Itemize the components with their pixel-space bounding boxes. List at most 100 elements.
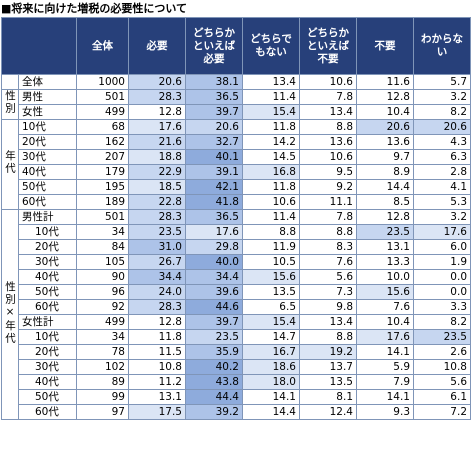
percent-cell: 17.5 <box>128 404 186 420</box>
percent-cell: 18.0 <box>242 374 300 390</box>
percent-cell: 6.1 <box>413 389 471 405</box>
row-label: 60代 <box>18 299 77 315</box>
percent-cell: 10.8 <box>128 359 186 375</box>
percent-cell: 13.5 <box>242 284 300 300</box>
percent-cell: 14.7 <box>242 329 300 345</box>
percent-cell: 7.8 <box>299 89 357 105</box>
row-label: 40代 <box>18 374 77 390</box>
percent-cell: 5.7 <box>413 74 471 90</box>
count-cell: 99 <box>76 389 129 405</box>
count-cell: 34 <box>76 224 129 240</box>
percent-cell: 13.4 <box>242 74 300 90</box>
percent-cell: 5.6 <box>299 269 357 285</box>
count-cell: 1000 <box>76 74 129 90</box>
data-row: 60代 92 28.3 44.6 6.5 9.8 7.6 3.3 <box>2 299 471 315</box>
percent-cell: 29.8 <box>185 239 243 255</box>
percent-cell: 22.8 <box>128 194 186 210</box>
percent-cell: 44.6 <box>185 299 243 315</box>
percent-cell: 10.6 <box>299 74 357 90</box>
corner-cell <box>1 17 77 75</box>
percent-cell: 15.4 <box>242 104 300 120</box>
percent-cell: 13.4 <box>299 314 357 330</box>
percent-cell: 12.8 <box>128 314 186 330</box>
percent-cell: 7.9 <box>356 374 414 390</box>
percent-cell: 14.1 <box>356 344 414 360</box>
count-cell: 68 <box>76 119 129 135</box>
percent-cell: 39.7 <box>185 104 243 120</box>
percent-cell: 20.6 <box>185 119 243 135</box>
data-row: 50代 96 24.0 39.6 13.5 7.3 15.6 0.0 <box>2 284 471 300</box>
data-row: 年代 10代 68 17.6 20.6 11.8 8.8 20.6 20.6 <box>1 119 471 210</box>
percent-cell: 8.8 <box>242 224 300 240</box>
header-row: 全体 必要 どちらかといえば必要 どちらでもない どちらかといえば不要 不要 わからない <box>1 17 471 75</box>
count-cell: 179 <box>76 164 129 180</box>
percent-cell: 14.1 <box>356 389 414 405</box>
data-row: 60代 97 17.5 39.2 14.4 12.4 9.3 7.2 <box>2 404 471 420</box>
percent-cell: 11.8 <box>242 119 300 135</box>
percent-cell: 10.6 <box>242 194 300 210</box>
count-cell: 90 <box>76 269 129 285</box>
row-label: 10代 <box>18 119 77 135</box>
percent-cell: 24.0 <box>128 284 186 300</box>
data-row: 40代 89 11.2 43.8 18.0 13.5 7.9 5.6 <box>2 374 471 390</box>
count-cell: 92 <box>76 299 129 315</box>
data-row: 10代 34 11.8 23.5 14.7 8.8 17.6 23.5 <box>2 329 471 345</box>
data-row: 60代 189 22.8 41.8 10.6 11.1 8.5 5.3 <box>2 194 471 210</box>
count-cell: 84 <box>76 239 129 255</box>
percent-cell: 14.2 <box>242 134 300 150</box>
percent-cell: 11.8 <box>242 179 300 195</box>
percent-cell: 13.6 <box>356 134 414 150</box>
percent-cell: 11.5 <box>128 344 186 360</box>
group-label: 性別×年代 <box>4 280 16 345</box>
percent-cell: 8.8 <box>299 119 357 135</box>
percent-cell: 8.3 <box>299 239 357 255</box>
group-cell <box>1 74 19 90</box>
data-row: 10代 34 23.5 17.6 8.8 8.8 23.5 17.6 <box>2 224 471 240</box>
percent-cell: 8.9 <box>356 164 414 180</box>
count-cell: 102 <box>76 359 129 375</box>
percent-cell: 2.8 <box>413 164 471 180</box>
row-label: 20代 <box>18 239 77 255</box>
percent-cell: 15.4 <box>242 314 300 330</box>
percent-cell: 8.8 <box>299 329 357 345</box>
percent-cell: 11.2 <box>128 374 186 390</box>
row-label: 20代 <box>18 134 77 150</box>
percent-cell: 9.2 <box>299 179 357 195</box>
percent-cell: 18.8 <box>128 149 186 165</box>
data-row: 女性 499 12.8 39.7 15.4 13.4 10.4 8.2 <box>2 104 471 120</box>
percent-cell: 16.8 <box>242 164 300 180</box>
percent-cell: 42.1 <box>185 179 243 195</box>
percent-cell: 34.4 <box>128 269 186 285</box>
percent-cell: 11.4 <box>242 209 300 225</box>
row-label: 男性計 <box>18 209 77 225</box>
count-cell: 499 <box>76 314 129 330</box>
percent-cell: 18.5 <box>128 179 186 195</box>
data-row: 40代 90 34.4 34.4 15.6 5.6 10.0 0.0 <box>2 269 471 285</box>
data-row: 女性計 499 12.8 39.7 15.4 13.4 10.4 8.2 <box>2 314 471 330</box>
percent-cell: 8.8 <box>299 224 357 240</box>
group-label: 年代 <box>4 150 16 175</box>
group-label: 性別 <box>4 90 16 116</box>
percent-cell: 16.7 <box>242 344 300 360</box>
table-body: 全体 1000 20.6 38.1 13.4 10.6 11.6 5.7 性別 男性 501 28.3… <box>1 74 471 420</box>
percent-cell: 5.6 <box>413 374 471 390</box>
percent-cell: 6.0 <box>413 239 471 255</box>
percent-cell: 10.4 <box>356 104 414 120</box>
data-row: 20代 84 31.0 29.8 11.9 8.3 13.1 6.0 <box>2 239 471 255</box>
percent-cell: 28.3 <box>128 89 186 105</box>
percent-cell: 20.6 <box>356 119 414 135</box>
row-label: 60代 <box>18 194 77 210</box>
column-header: 必要 <box>128 17 186 75</box>
data-row: 20代 78 11.5 35.9 16.7 19.2 14.1 2.6 <box>2 344 471 360</box>
percent-cell: 23.5 <box>356 224 414 240</box>
percent-cell: 34.4 <box>185 269 243 285</box>
percent-cell: 8.2 <box>413 104 471 120</box>
column-header: 不要 <box>356 17 414 75</box>
percent-cell: 14.4 <box>242 404 300 420</box>
percent-cell: 13.3 <box>356 254 414 270</box>
column-header: どちらかといえば不要 <box>299 17 357 75</box>
count-cell: 78 <box>76 344 129 360</box>
column-header: どちらかといえば必要 <box>185 17 243 75</box>
percent-cell: 12.8 <box>128 104 186 120</box>
page: ■将来に向けた増税の必要性について 全体 必要 どちらかといえば必要 どちらでもないど… <box>1 2 471 420</box>
